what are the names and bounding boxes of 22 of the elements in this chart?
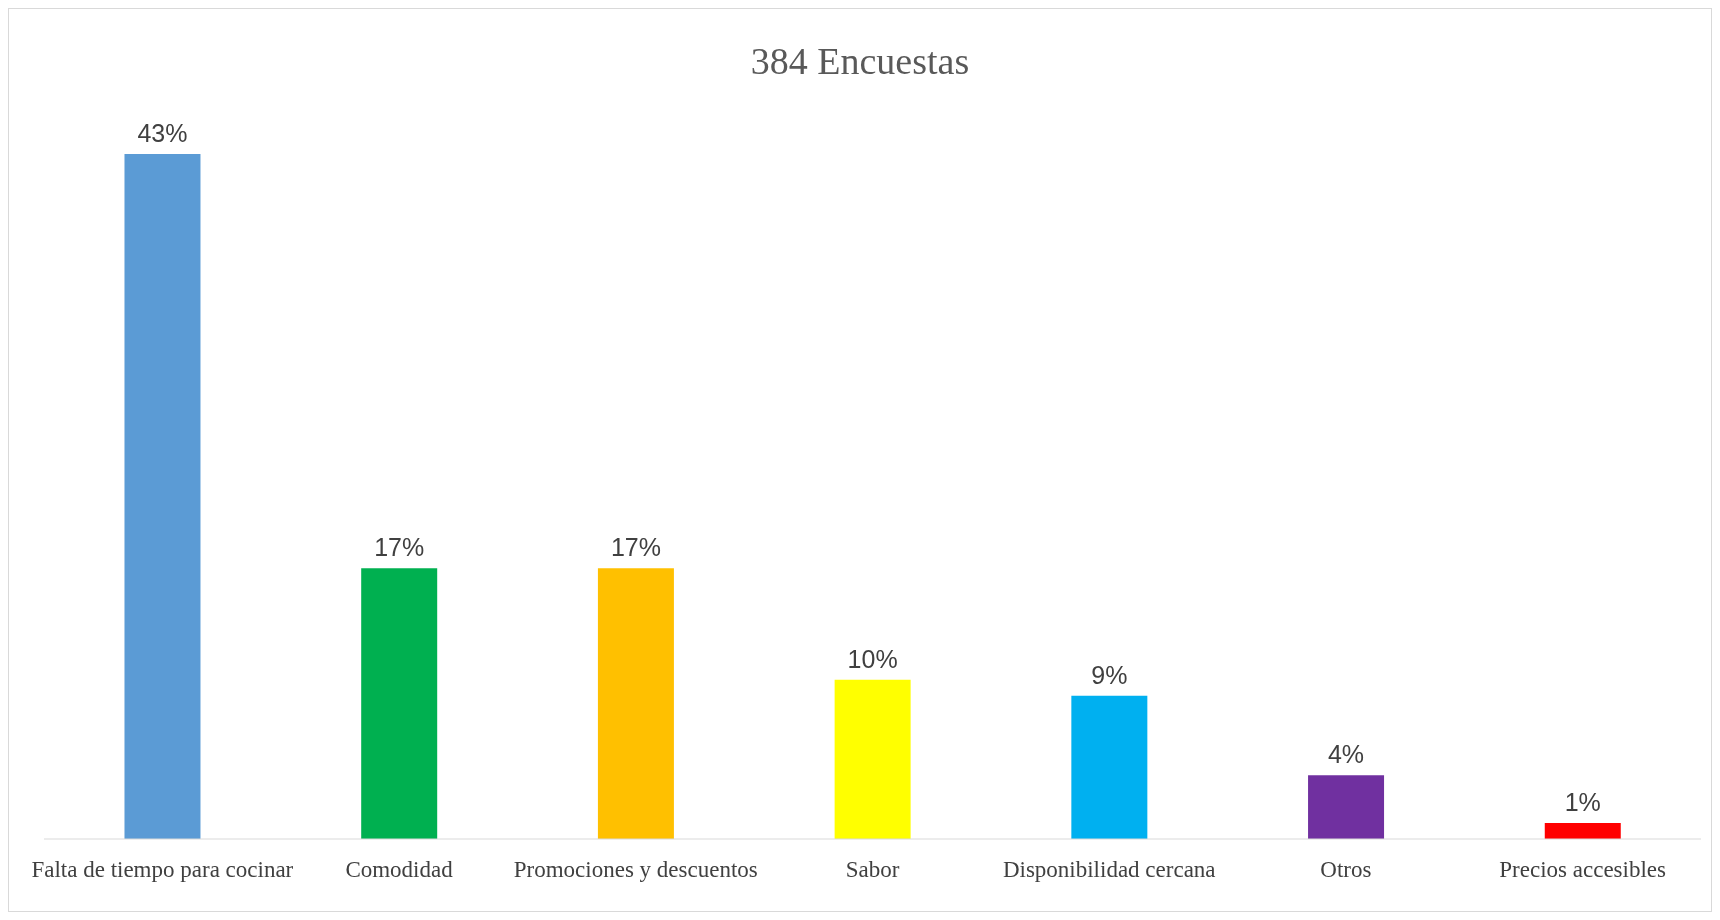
- x-tick-label: Precios accesibles: [1499, 857, 1667, 883]
- x-tick-label: Promociones y descuentos: [513, 857, 758, 883]
- bar: [124, 154, 201, 839]
- data-label: 1%: [1564, 788, 1601, 817]
- bar: [1308, 775, 1385, 839]
- x-tick-label: Falta de tiempo para cocinar: [31, 857, 294, 883]
- data-label: 43%: [137, 119, 188, 147]
- x-tick-label: Disponibilidad cercana: [1002, 857, 1216, 883]
- data-label: 17%: [374, 533, 425, 562]
- x-tick-label: Comodidad: [345, 857, 454, 883]
- x-tick-label: Sabor: [845, 857, 900, 883]
- data-label: 9%: [1091, 660, 1128, 689]
- bar: [834, 679, 911, 839]
- chart-title: 384 Encuestas: [749, 39, 971, 83]
- data-label: 10%: [847, 644, 898, 673]
- bar: [597, 568, 674, 839]
- x-tick-label: Otros: [1320, 857, 1372, 883]
- data-label: 17%: [610, 533, 661, 562]
- bar: [1071, 695, 1148, 839]
- bar: [1544, 823, 1621, 839]
- bar: [361, 568, 438, 839]
- data-label: 4%: [1327, 740, 1365, 769]
